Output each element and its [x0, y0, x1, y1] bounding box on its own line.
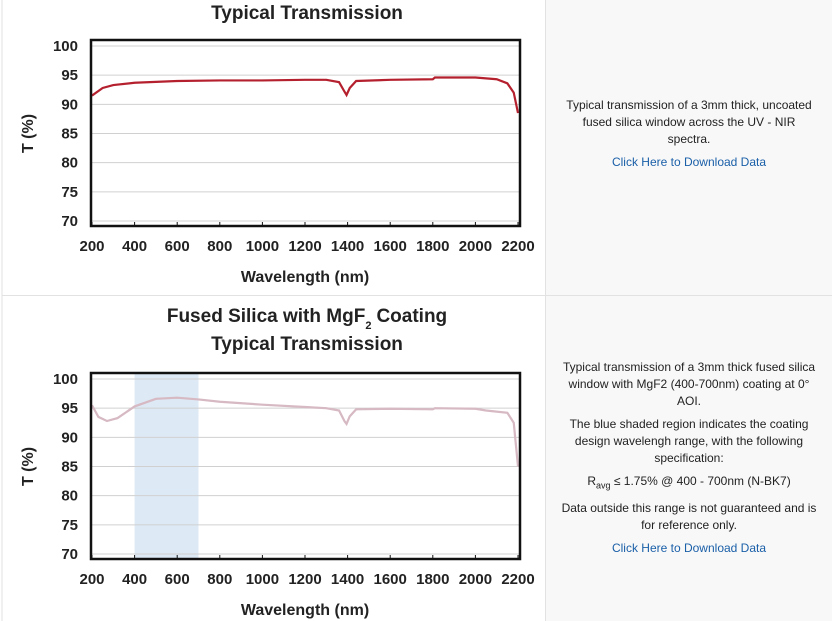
x-tick-label: 200 [79, 238, 104, 255]
x-tick-label: 200 [79, 571, 104, 588]
y-tick-label: 85 [61, 125, 78, 142]
plot-frame [89, 38, 522, 228]
description: Typical transmission of a 3mm thick, unc… [566, 98, 812, 146]
description-panel: Typical transmission of a 3mm thick, unc… [546, 0, 832, 296]
data-line [91, 76, 520, 114]
data-line [91, 396, 520, 467]
x-axis-label: Wavelength (nm) [241, 602, 369, 619]
description: The blue shaded region indicates the coa… [569, 417, 809, 465]
x-tick-label: 1200 [288, 571, 321, 588]
spec-text: ≤ 1.75% @ 400 - 700nm (N-BK7) [613, 474, 791, 488]
x-axis-label: Wavelength (nm) [241, 269, 369, 286]
charts: Typical Transmission Fused Silica with M… [1, 0, 546, 621]
x-tick-label: 1000 [246, 238, 279, 255]
x-tick-label: 1600 [374, 571, 407, 588]
x-tick-label: 1000 [246, 571, 279, 588]
x-tick-label: 1800 [416, 238, 449, 255]
y-tick-label: 100 [53, 38, 78, 55]
title-rest: Coating [376, 306, 447, 327]
y-tick-label: 80 [61, 155, 78, 172]
y-axis-label: T (%) [20, 447, 37, 486]
specification: Ravg ≤ 1.75% @ 400 - 700nm (N-BK7) [560, 473, 818, 494]
x-tick-label: 1400 [331, 238, 364, 255]
download-link[interactable]: Click Here to Download Data [611, 155, 767, 169]
spec-sub: avg [595, 480, 611, 491]
title-main: Fused Silica with MgF [167, 306, 365, 327]
x-tick-label: 800 [207, 238, 232, 255]
x-tick-label: 600 [165, 238, 190, 255]
y-tick-label: 85 [61, 458, 78, 475]
y-tick-label: 80 [61, 488, 78, 505]
x-tick-label: 400 [122, 238, 147, 255]
download-link[interactable]: Click Here to Download Data [611, 541, 767, 556]
y-tick-label: 95 [61, 67, 78, 84]
y-tick-label: 100 [53, 371, 78, 388]
chart-subtitle: Typical Transmission [211, 334, 403, 355]
y-axis-label: T (%) [20, 114, 37, 153]
y-tick-label: 75 [61, 184, 78, 201]
x-tick-label: 2200 [501, 571, 534, 588]
note: Data outside this range is not guarantee… [561, 501, 817, 533]
x-tick-label: 1800 [416, 571, 449, 588]
y-tick-label: 95 [61, 400, 78, 417]
x-tick-label: 1200 [288, 238, 321, 255]
description-panel: Typical transmission of a 3mm thick fuse… [546, 296, 832, 621]
y-tick-label: 90 [61, 429, 78, 446]
x-tick-label: 1400 [331, 571, 364, 588]
y-tick-label: 70 [61, 546, 78, 563]
y-tick-label: 75 [61, 517, 78, 534]
chart-title: Fused Silica with MgF2 Coating [167, 306, 447, 332]
plot-frame [89, 371, 522, 561]
title-sub: 2 [365, 320, 371, 332]
x-tick-label: 800 [207, 571, 232, 588]
spec-symbol: R [587, 474, 596, 488]
y-tick-label: 90 [61, 96, 78, 113]
x-tick-label: 1600 [374, 238, 407, 255]
x-tick-label: 2000 [459, 238, 492, 255]
x-tick-label: 600 [165, 571, 190, 588]
y-tick-label: 70 [61, 213, 78, 230]
chart-title: Typical Transmission [211, 3, 403, 24]
x-tick-label: 2200 [501, 238, 534, 255]
x-tick-label: 2000 [459, 571, 492, 588]
x-tick-label: 400 [122, 571, 147, 588]
description: Typical transmission of a 3mm thick fuse… [562, 360, 816, 408]
